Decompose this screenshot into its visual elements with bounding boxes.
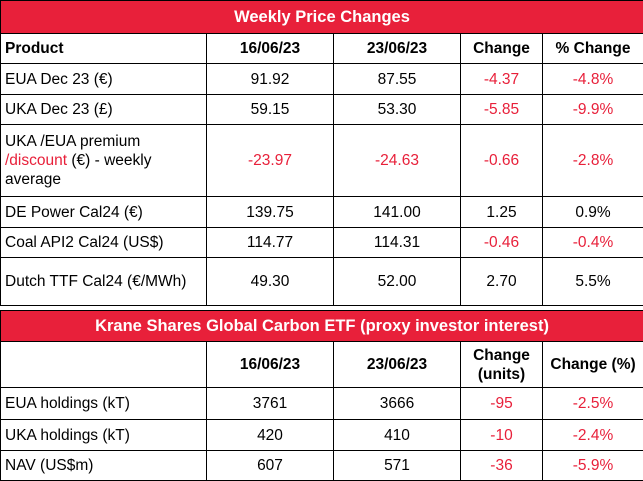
header-change-pct: Change (%) <box>541 341 643 388</box>
table-row: UKA Dec 23 (£) 59.15 53.30 -5.85 -9.9% <box>0 94 643 125</box>
value-pct-change: -5.9% <box>541 450 643 481</box>
header-date-1: 16/06/23 <box>206 341 334 388</box>
table-row: Coal API2 Cal24 (US$) 114.77 114.31 -0.4… <box>0 227 643 258</box>
value-change: -10 <box>460 419 543 451</box>
value-pct-change: -0.4% <box>541 227 643 258</box>
value-date-2: 87.55 <box>333 63 461 95</box>
value-date-2: 410 <box>333 419 461 451</box>
header-date-2: 23/06/23 <box>333 33 461 64</box>
value-date-1: 3761 <box>206 387 334 420</box>
value-pct-change: -4.8% <box>541 63 643 95</box>
table-row: DE Power Cal24 (€) 139.75 141.00 1.25 0.… <box>0 196 643 228</box>
weekly-price-changes-table: Weekly Price Changes Product 16/06/23 23… <box>0 0 643 306</box>
value-change: -36 <box>460 450 543 481</box>
table-row: NAV (US$m) 607 571 -36 -5.9% <box>0 450 643 481</box>
header-change-units: Change (units) <box>460 341 543 388</box>
value-date-1: 420 <box>206 419 334 451</box>
header-pct-change: % Change <box>541 33 643 64</box>
product-name: Coal API2 Cal24 (US$) <box>0 227 207 258</box>
product-name-part-3: (€) - weekly average <box>5 152 152 188</box>
product-name: NAV (US$m) <box>0 450 207 481</box>
value-date-1: 607 <box>206 450 334 481</box>
header-date-2: 23/06/23 <box>333 341 461 388</box>
value-pct-change: 0.9% <box>541 196 643 228</box>
product-name: UKA /EUA premium/discount (€) - weekly a… <box>0 124 207 197</box>
value-pct-change: -2.4% <box>541 419 643 451</box>
value-date-1: 114.77 <box>206 227 334 258</box>
product-name: UKA Dec 23 (£) <box>0 94 207 125</box>
value-change: 2.70 <box>460 257 543 306</box>
table-row: UKA /EUA premium/discount (€) - weekly a… <box>0 124 643 197</box>
value-pct-change: 5.5% <box>541 257 643 306</box>
header-change: Change <box>460 33 543 64</box>
value-date-2: 53.30 <box>333 94 461 125</box>
value-date-2: 114.31 <box>333 227 461 258</box>
header-product: Product <box>0 33 207 64</box>
product-name: DE Power Cal24 (€) <box>0 196 207 228</box>
product-name: EUA Dec 23 (€) <box>0 63 207 95</box>
value-date-2: 571 <box>333 450 461 481</box>
product-name-part-1: UKA /EUA premium <box>5 133 141 150</box>
value-change: -0.66 <box>460 124 543 197</box>
krane-shares-etf-table: Krane Shares Global Carbon ETF (proxy in… <box>0 310 643 481</box>
value-change: -0.46 <box>460 227 543 258</box>
product-name: Dutch TTF Cal24 (€/MWh) <box>0 257 207 306</box>
etf-table-title: Krane Shares Global Carbon ETF (proxy in… <box>0 310 643 342</box>
table-row: EUA holdings (kT) 3761 3666 -95 -2.5% <box>0 387 643 420</box>
table-row: UKA holdings (kT) 420 410 -10 -2.4% <box>0 419 643 451</box>
table-row: EUA Dec 23 (€) 91.92 87.55 -4.37 -4.8% <box>0 63 643 95</box>
value-change: -95 <box>460 387 543 420</box>
value-change: 1.25 <box>460 196 543 228</box>
value-date-1: 59.15 <box>206 94 334 125</box>
value-date-1: 49.30 <box>206 257 334 306</box>
value-pct-change: -2.8% <box>541 124 643 197</box>
value-date-2: 141.00 <box>333 196 461 228</box>
header-date-1: 16/06/23 <box>206 33 334 64</box>
value-date-1: 91.92 <box>206 63 334 95</box>
value-change: -5.85 <box>460 94 543 125</box>
value-date-1: -23.97 <box>206 124 334 197</box>
header-blank <box>0 341 207 388</box>
value-date-2: -24.63 <box>333 124 461 197</box>
value-date-2: 3666 <box>333 387 461 420</box>
table-row: Dutch TTF Cal24 (€/MWh) 49.30 52.00 2.70… <box>0 257 643 306</box>
value-change: -4.37 <box>460 63 543 95</box>
product-name: UKA holdings (kT) <box>0 419 207 451</box>
value-pct-change: -2.5% <box>541 387 643 420</box>
value-date-2: 52.00 <box>333 257 461 306</box>
product-name-discount: /discount <box>5 152 68 169</box>
value-pct-change: -9.9% <box>541 94 643 125</box>
product-name: EUA holdings (kT) <box>0 387 207 420</box>
weekly-table-title: Weekly Price Changes <box>0 0 643 34</box>
value-date-1: 139.75 <box>206 196 334 228</box>
